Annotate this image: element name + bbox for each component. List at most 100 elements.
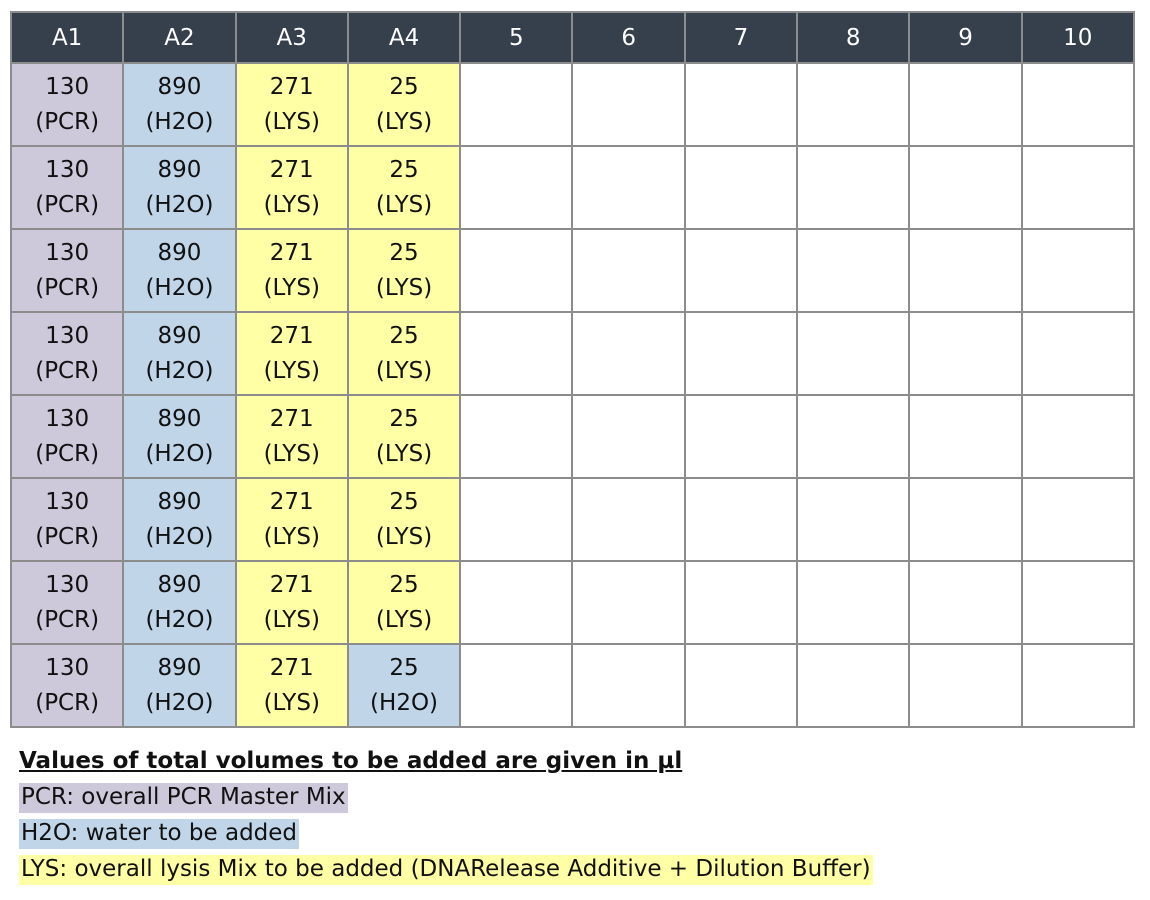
well-reagent-tag: (H2O) [145,191,214,218]
well-volume: 890 [157,73,202,100]
empty-well-cell [1020,477,1135,562]
well-volume: 890 [157,322,202,349]
well-cell: 130 (PCR) [9,477,125,562]
well-cell: 25 (LYS) [346,228,462,313]
well-cell: 890 (H2O) [122,62,237,147]
well-reagent-tag: (LYS) [263,274,320,301]
empty-well-cell [571,145,686,230]
col-header-a4: A4 [346,11,462,64]
empty-well-cell [796,477,911,562]
well-reagent-tag: (LYS) [263,523,320,550]
table-row: 130 (PCR) 890 (H2O) 271 (LYS) 25 (H2O) [9,643,1135,728]
well-volume: 25 [389,405,419,432]
well-reagent-tag: (LYS) [375,357,433,384]
well-volume: 890 [157,239,202,266]
well-reagent-tag: (LYS) [263,440,320,467]
legend-pcr: PCR: overall PCR Master Mix [19,783,348,813]
well-volume: 25 [389,654,419,681]
header-row: A1 A2 A3 A4 5 6 7 8 9 10 [9,11,1135,64]
empty-well-cell [459,394,574,479]
well-cell: 130 (PCR) [9,560,125,645]
well-volume: 25 [389,488,419,515]
well-reagent-tag: (LYS) [375,274,433,301]
well-cell: 271 (LYS) [234,477,349,562]
col-header-8: 8 [796,11,911,64]
empty-well-cell [796,228,911,313]
legend-lys: LYS: overall lysis Mix to be added (DNAR… [19,855,873,885]
well-reagent-tag: (PCR) [35,440,100,467]
well-cell: 271 (LYS) [234,145,349,230]
well-volume: 25 [389,571,419,598]
well-volume: 271 [269,322,314,349]
well-reagent-tag: (H2O) [145,689,214,716]
well-reagent-tag: (H2O) [145,606,214,633]
empty-well-cell [796,394,911,479]
well-reagent-tag: (H2O) [145,274,214,301]
well-volume: 25 [389,73,419,100]
well-volume: 130 [45,73,90,100]
well-volume: 130 [45,239,90,266]
empty-well-cell [571,560,686,645]
well-cell: 25 (LYS) [346,311,462,396]
well-cell: 130 (PCR) [9,394,125,479]
empty-well-cell [571,643,686,728]
empty-well-cell [796,311,911,396]
empty-well-cell [459,643,574,728]
well-volume: 271 [269,654,314,681]
well-volume: 890 [157,571,202,598]
empty-well-cell [683,560,799,645]
empty-well-cell [908,394,1023,479]
empty-well-cell [908,560,1023,645]
col-header-a3: A3 [234,11,349,64]
well-cell: 130 (PCR) [9,145,125,230]
well-cell: 271 (LYS) [234,62,349,147]
empty-well-cell [908,62,1023,147]
well-volume: 130 [45,654,90,681]
well-cell: 271 (LYS) [234,394,349,479]
well-cell: 25 (LYS) [346,477,462,562]
col-header-7: 7 [683,11,799,64]
well-cell: 890 (H2O) [122,477,237,562]
well-reagent-tag: (H2O) [145,523,214,550]
col-header-a2: A2 [122,11,237,64]
empty-well-cell [908,228,1023,313]
empty-well-cell [683,145,799,230]
col-header-5: 5 [459,11,574,64]
empty-well-cell [459,145,574,230]
well-cell: 25 (LYS) [346,62,462,147]
well-volume: 25 [389,322,419,349]
well-reagent-tag: (H2O) [145,108,214,135]
table-row: 130 (PCR) 890 (H2O) 271 (LYS) 25 (LYS) [9,311,1135,396]
well-volume: 271 [269,156,314,183]
table-row: 130 (PCR) 890 (H2O) 271 (LYS) 25 (LYS) [9,228,1135,313]
well-reagent-tag: (LYS) [263,108,320,135]
plate-body: 130 (PCR) 890 (H2O) 271 (LYS) 25 (LYS) 130 (PCR) 8… [9,62,1135,728]
well-reagent-tag: (H2O) [145,440,214,467]
well-cell: 890 (H2O) [122,643,237,728]
empty-well-cell [571,311,686,396]
well-reagent-tag: (PCR) [35,357,100,384]
empty-well-cell [683,477,799,562]
well-cell: 25 (LYS) [346,145,462,230]
col-header-a1: A1 [9,11,125,64]
empty-well-cell [908,311,1023,396]
empty-well-cell [796,643,911,728]
well-reagent-tag: (LYS) [263,606,320,633]
well-cell: 25 (LYS) [346,560,462,645]
well-cell: 271 (LYS) [234,228,349,313]
well-volume: 130 [45,571,90,598]
empty-well-cell [459,477,574,562]
well-reagent-tag: (LYS) [375,191,433,218]
well-reagent-tag: (H2O) [145,357,214,384]
plate-layout-table: A1 A2 A3 A4 5 6 7 8 9 10 130 (PCR) 890 (H2O… [9,11,1135,728]
empty-well-cell [796,145,911,230]
empty-well-cell [1020,560,1135,645]
well-volume: 130 [45,488,90,515]
empty-well-cell [571,228,686,313]
legend: Values of total volumes to be added are … [19,743,873,887]
well-reagent-tag: (PCR) [35,606,100,633]
well-cell: 130 (PCR) [9,311,125,396]
well-reagent-tag: (PCR) [35,689,100,716]
empty-well-cell [571,62,686,147]
empty-well-cell [908,643,1023,728]
